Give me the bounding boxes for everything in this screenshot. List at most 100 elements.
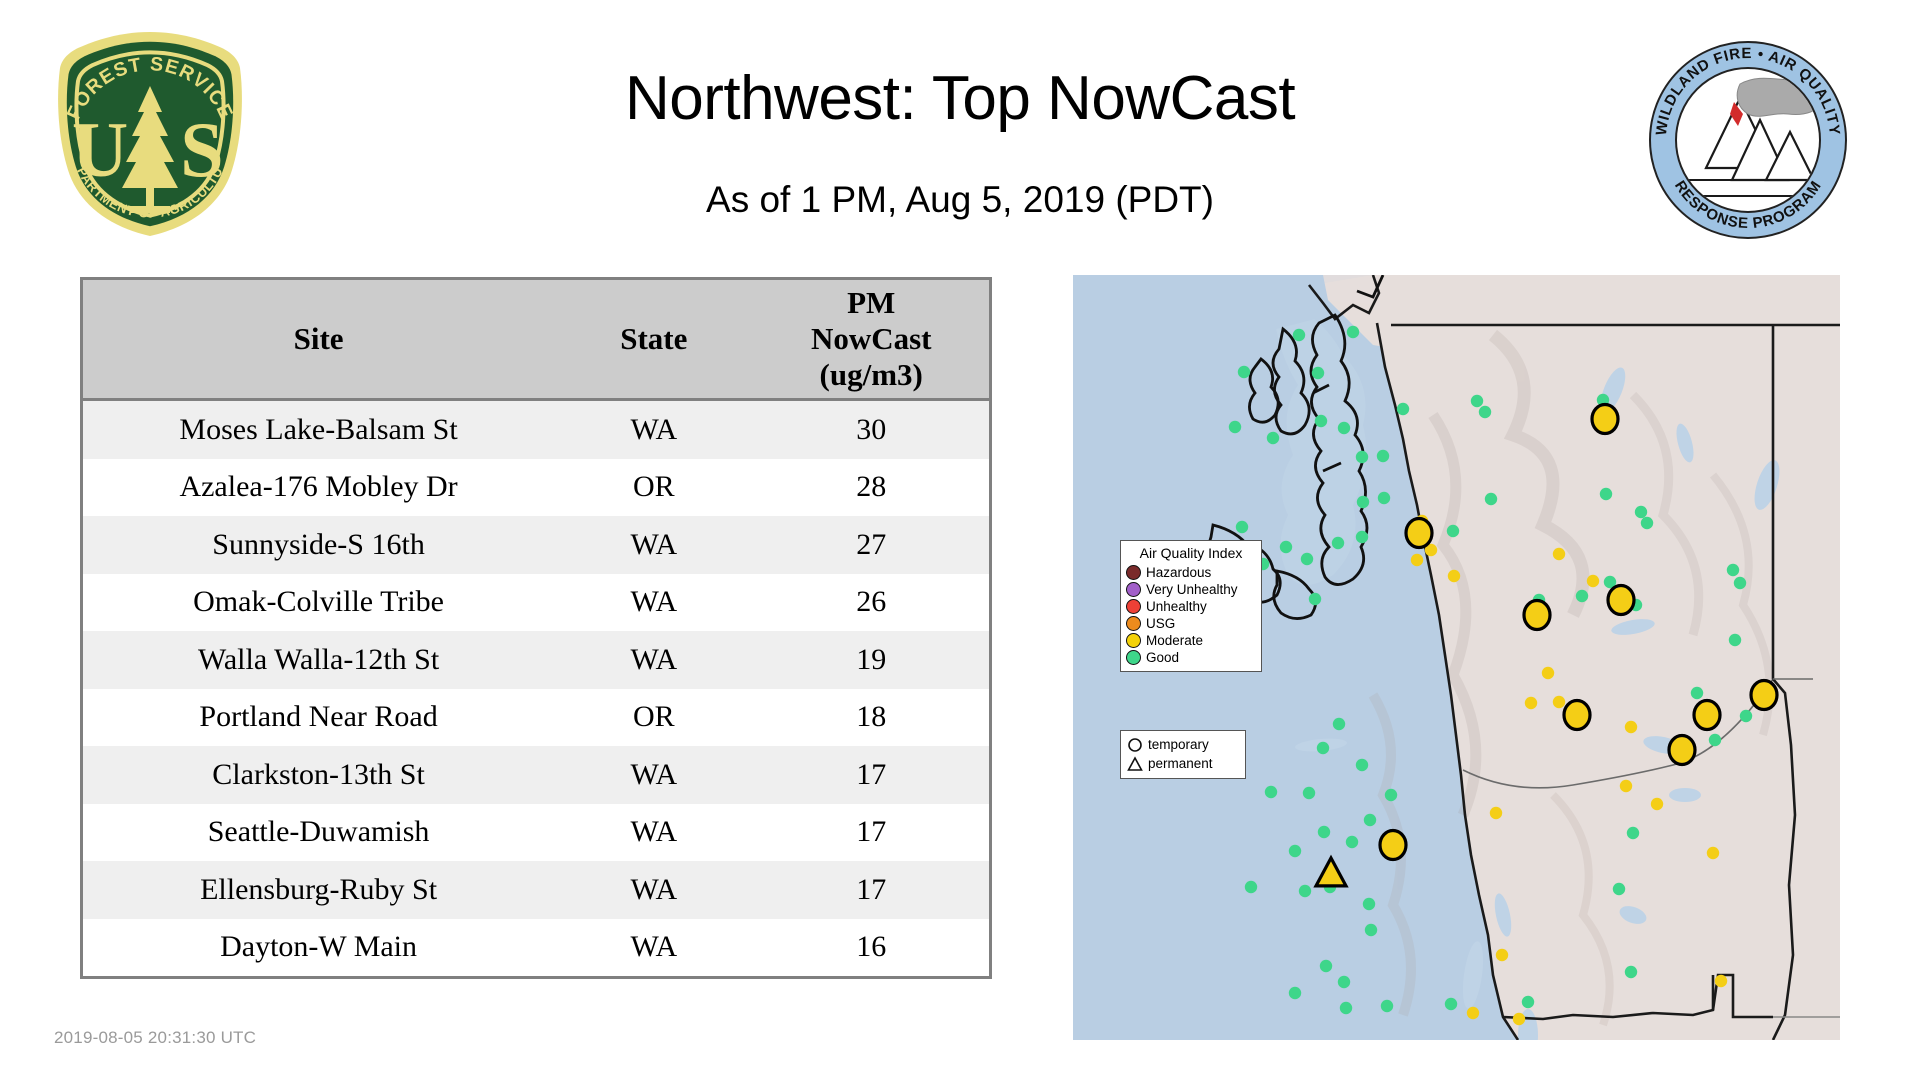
table-row[interactable]: Clarkston-13th St WA 17 (81, 746, 991, 804)
monitor-point-good[interactable] (1337, 975, 1351, 989)
monitor-point-good[interactable] (1376, 449, 1390, 463)
monitor-point-good[interactable] (1362, 897, 1376, 911)
table-row[interactable]: Ellensburg-Ruby St WA 17 (81, 861, 991, 919)
table-row[interactable]: Omak-Colville Tribe WA 26 (81, 573, 991, 631)
monitor-point-good[interactable] (1264, 785, 1278, 799)
table-row[interactable]: Portland Near Road OR 18 (81, 688, 991, 746)
top-monitor-temporary[interactable] (1378, 828, 1408, 862)
monitor-point-good[interactable] (1364, 923, 1378, 937)
inland-water (1295, 367, 1780, 1040)
monitor-point-moderate[interactable] (1586, 574, 1600, 588)
table-row[interactable]: Dayton-W Main WA 16 (81, 918, 991, 978)
table-row[interactable]: Sunnyside-S 16th WA 27 (81, 516, 991, 574)
monitor-point-good[interactable] (1599, 487, 1613, 501)
monitor-point-moderate[interactable] (1424, 543, 1438, 557)
monitor-point-good[interactable] (1331, 536, 1345, 550)
monitor-point-good[interactable] (1384, 788, 1398, 802)
monitor-point-good[interactable] (1319, 959, 1333, 973)
top-monitor-temporary[interactable] (1692, 698, 1722, 732)
monitor-point-good[interactable] (1332, 717, 1346, 731)
monitor-point-good[interactable] (1603, 575, 1617, 589)
monitor-point-good[interactable] (1626, 826, 1640, 840)
monitor-point-moderate[interactable] (1447, 569, 1461, 583)
monitor-point-good[interactable] (1316, 741, 1330, 755)
monitor-point-good[interactable] (1690, 686, 1704, 700)
monitor-point-good[interactable] (1728, 633, 1742, 647)
monitor-point-good[interactable] (1317, 825, 1331, 839)
monitor-point-good[interactable] (1337, 421, 1351, 435)
monitor-point-good[interactable] (1346, 325, 1360, 339)
monitor-point-good[interactable] (1726, 563, 1740, 577)
monitor-point-moderate[interactable] (1552, 695, 1566, 709)
monitor-point-moderate[interactable] (1489, 806, 1503, 820)
monitor-point-moderate[interactable] (1552, 547, 1566, 561)
monitor-point-good[interactable] (1363, 813, 1377, 827)
monitor-point-good[interactable] (1314, 414, 1328, 428)
monitor-point-good[interactable] (1640, 516, 1654, 530)
monitor-point-good[interactable] (1300, 552, 1314, 566)
top-monitor-temporary[interactable] (1749, 678, 1779, 712)
monitor-point-good[interactable] (1345, 835, 1359, 849)
column-header-site[interactable]: Site (81, 278, 555, 401)
monitor-point-good[interactable] (1292, 328, 1306, 342)
monitor-point-moderate[interactable] (1410, 553, 1424, 567)
monitor-point-good[interactable] (1298, 884, 1312, 898)
monitor-point-moderate[interactable] (1624, 720, 1638, 734)
monitor-point-good[interactable] (1470, 394, 1484, 408)
top-monitor-temporary[interactable] (1590, 402, 1620, 436)
monitor-point-moderate[interactable] (1466, 1006, 1480, 1020)
monitor-point-good[interactable] (1624, 965, 1638, 979)
monitor-point-good[interactable] (1302, 786, 1316, 800)
monitor-point-good[interactable] (1708, 733, 1722, 747)
monitor-point-good[interactable] (1521, 995, 1535, 1009)
monitor-point-good[interactable] (1478, 405, 1492, 419)
monitor-point-good[interactable] (1575, 589, 1589, 603)
table-row[interactable]: Walla Walla-12th St WA 19 (81, 631, 991, 689)
monitor-point-good[interactable] (1377, 491, 1391, 505)
monitor-point-good[interactable] (1288, 844, 1302, 858)
top-monitor-temporary[interactable] (1606, 583, 1636, 617)
monitor-point-good[interactable] (1733, 576, 1747, 590)
top-monitor-permanent[interactable] (1313, 854, 1349, 888)
monitor-point-moderate[interactable] (1706, 846, 1720, 860)
column-header-pm-nowcast[interactable]: PM NowCast (ug/m3) (753, 278, 991, 401)
monitor-point-good[interactable] (1634, 505, 1648, 519)
table-row[interactable]: Azalea-176 Mobley Dr OR 28 (81, 458, 991, 516)
top-monitor-temporary[interactable] (1562, 698, 1592, 732)
monitor-point-good[interactable] (1244, 880, 1258, 894)
monitor-point-moderate[interactable] (1524, 696, 1538, 710)
top-monitor-temporary[interactable] (1404, 516, 1434, 550)
monitor-point-moderate[interactable] (1619, 779, 1633, 793)
monitor-point-good[interactable] (1355, 758, 1369, 772)
monitor-point-good[interactable] (1380, 999, 1394, 1013)
monitor-point-good[interactable] (1446, 524, 1460, 538)
monitor-point-good[interactable] (1235, 520, 1249, 534)
table-row[interactable]: Seattle-Duwamish WA 17 (81, 803, 991, 861)
monitor-point-good[interactable] (1288, 986, 1302, 1000)
monitor-point-good[interactable] (1396, 402, 1410, 416)
monitor-point-good[interactable] (1339, 1001, 1353, 1015)
monitor-point-good[interactable] (1355, 450, 1369, 464)
monitor-point-moderate[interactable] (1650, 797, 1664, 811)
monitor-point-good[interactable] (1356, 495, 1370, 509)
monitor-point-good[interactable] (1355, 530, 1369, 544)
monitor-point-good[interactable] (1444, 997, 1458, 1011)
monitor-point-moderate[interactable] (1714, 974, 1728, 988)
monitor-point-good[interactable] (1739, 709, 1753, 723)
top-monitor-temporary[interactable] (1667, 733, 1697, 767)
monitor-point-good[interactable] (1484, 492, 1498, 506)
column-header-state[interactable]: State (554, 278, 754, 401)
monitor-point-moderate[interactable] (1495, 948, 1509, 962)
table-row[interactable]: Moses Lake-Balsam St WA 30 (81, 399, 991, 459)
monitor-point-good[interactable] (1228, 420, 1242, 434)
monitor-point-good[interactable] (1612, 882, 1626, 896)
northwest-monitor-map[interactable]: Air Quality Index Hazardous Very Unhealth… (1073, 275, 1840, 1040)
monitor-point-good[interactable] (1237, 365, 1251, 379)
monitor-point-moderate[interactable] (1541, 666, 1555, 680)
top-monitor-temporary[interactable] (1522, 598, 1552, 632)
monitor-point-moderate[interactable] (1512, 1012, 1526, 1026)
monitor-point-good[interactable] (1266, 431, 1280, 445)
monitor-point-good[interactable] (1308, 592, 1322, 606)
monitor-point-good[interactable] (1279, 540, 1293, 554)
monitor-point-good[interactable] (1311, 366, 1325, 380)
